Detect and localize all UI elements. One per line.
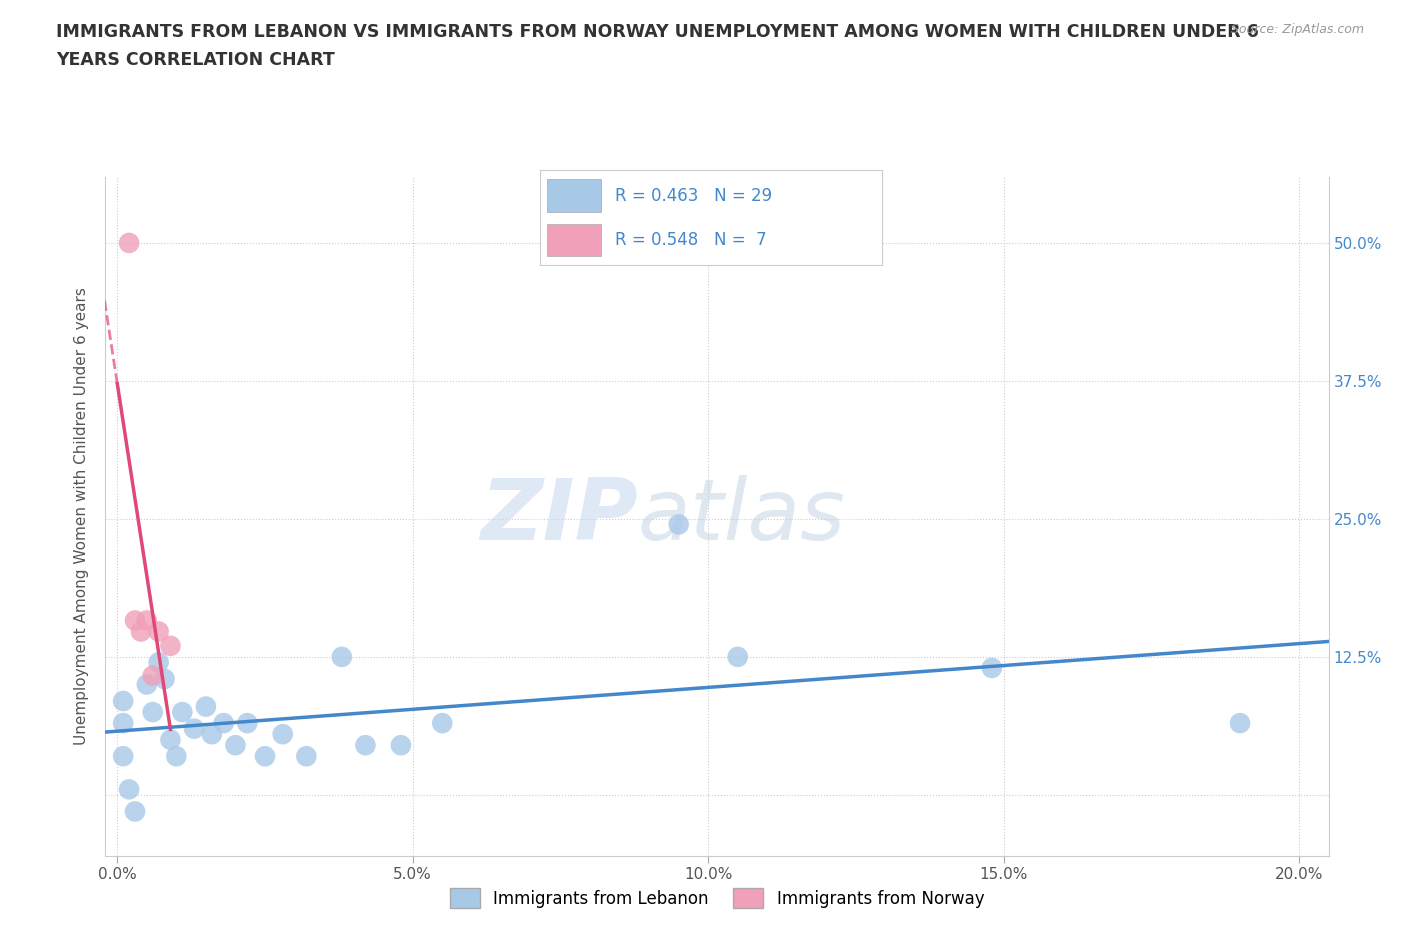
Point	[236, 716, 259, 731]
Legend: Immigrants from Lebanon, Immigrants from Norway: Immigrants from Lebanon, Immigrants from…	[443, 882, 991, 915]
Point	[129, 624, 152, 639]
Point	[354, 737, 377, 752]
Point	[148, 624, 170, 639]
Point	[194, 699, 217, 714]
Point	[668, 517, 690, 532]
Point	[980, 660, 1002, 675]
Point	[148, 655, 170, 670]
Text: YEARS CORRELATION CHART: YEARS CORRELATION CHART	[56, 51, 335, 69]
Point	[112, 694, 135, 709]
Point	[159, 732, 181, 747]
Point	[253, 749, 276, 764]
Point	[135, 613, 157, 628]
Point	[201, 726, 224, 741]
Point	[183, 721, 205, 736]
Y-axis label: Unemployment Among Women with Children Under 6 years: Unemployment Among Women with Children U…	[75, 287, 90, 745]
Point	[124, 613, 146, 628]
Point	[330, 649, 353, 664]
Point	[118, 235, 141, 250]
Point	[153, 671, 176, 686]
Point	[172, 705, 194, 720]
Point	[295, 749, 318, 764]
Point	[432, 716, 454, 731]
Point	[135, 677, 157, 692]
Point	[212, 716, 235, 731]
Point	[165, 749, 187, 764]
Point	[118, 782, 141, 797]
Point	[142, 705, 165, 720]
Point	[112, 749, 135, 764]
Point	[727, 649, 749, 664]
Point	[124, 804, 146, 819]
Point	[224, 737, 246, 752]
Text: atlas: atlas	[637, 474, 845, 558]
Point	[1229, 716, 1251, 731]
Text: Source: ZipAtlas.com: Source: ZipAtlas.com	[1230, 23, 1364, 36]
Point	[271, 726, 294, 741]
Point	[389, 737, 412, 752]
Point	[142, 669, 165, 684]
Point	[112, 716, 135, 731]
Point	[159, 638, 181, 653]
Text: IMMIGRANTS FROM LEBANON VS IMMIGRANTS FROM NORWAY UNEMPLOYMENT AMONG WOMEN WITH : IMMIGRANTS FROM LEBANON VS IMMIGRANTS FR…	[56, 23, 1258, 41]
Text: ZIP: ZIP	[479, 474, 637, 558]
